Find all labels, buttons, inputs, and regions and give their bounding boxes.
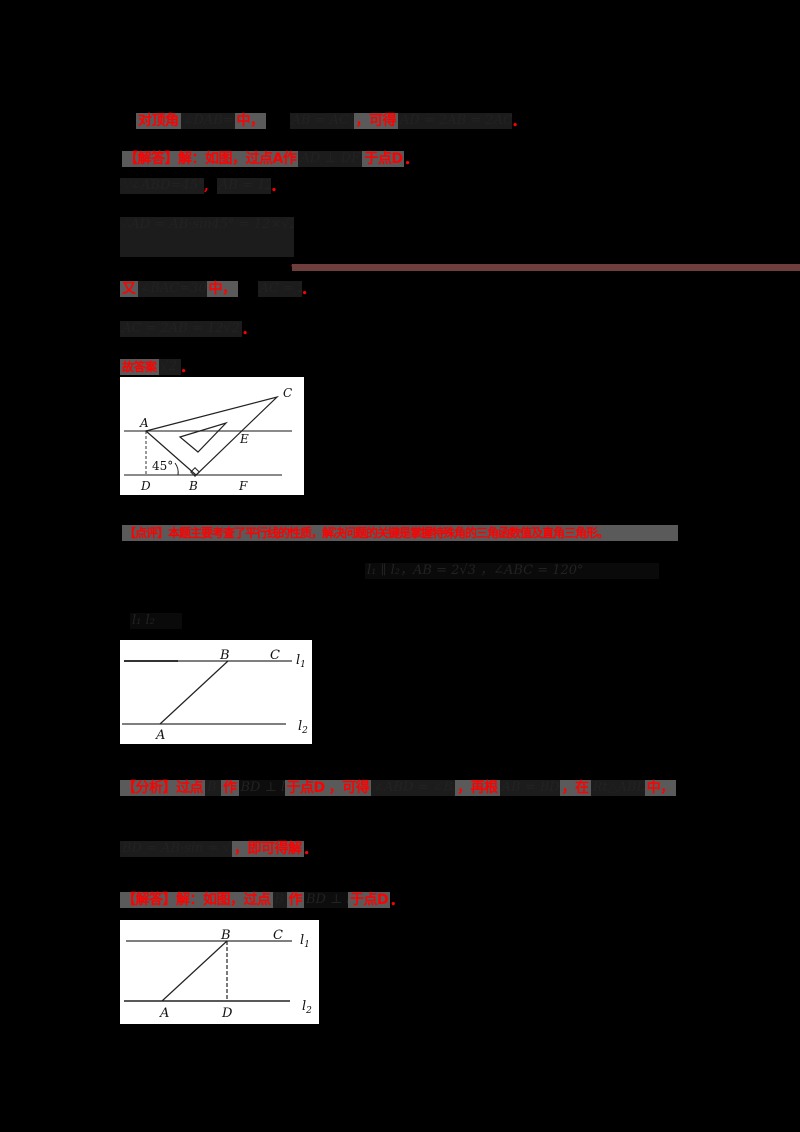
period: .	[242, 318, 249, 339]
text-line-4: ∴AD = AB·sin45° = 12×√2/2 = 6√2	[120, 212, 294, 262]
highlight-text: 【解答】解：如图，过点A作	[122, 151, 299, 167]
label-l2: l2	[298, 719, 308, 736]
label-b: B	[219, 648, 230, 663]
text-line-5: 又 ∠BAC=30° 中， AC = 2AB .	[120, 278, 308, 300]
period: .	[301, 278, 308, 299]
label-c: C	[283, 386, 292, 400]
math-expression: Rt△ABD	[590, 780, 645, 796]
text-line-7: 故答案 √2 .	[120, 356, 187, 378]
period: .	[180, 356, 187, 377]
label-d: D	[140, 479, 151, 493]
math-expression: AD = 2AB = 2AC√2	[398, 113, 512, 129]
label-a: A	[159, 1006, 169, 1021]
highlight-text: 于点D	[362, 151, 405, 167]
highlight-text: 作	[221, 780, 239, 796]
text-line-8: 【点评】本题主要考查了平行线的性质，解决问题的关键是掌握特殊角的三角函数值及直角…	[122, 522, 678, 544]
label-a: A	[155, 728, 165, 743]
period: .	[404, 148, 411, 169]
highlight-text: 于点D	[284, 780, 327, 796]
highlight-text: ，再根	[455, 780, 500, 796]
math-expression: B	[205, 780, 221, 796]
math-expression: ∵∠ABD=45°	[120, 178, 204, 194]
text-line-3: ∵∠ABD=45° , AB = 12 .	[120, 175, 278, 196]
label-d: D	[221, 1006, 233, 1021]
highlight-text: ，可得	[353, 113, 398, 129]
highlight-text: 中，	[206, 281, 238, 297]
angle-label: 45°	[152, 459, 173, 473]
math-expression: BD = AB·sin = √3	[120, 841, 232, 857]
math-expression: BD ⊥ l₂	[238, 780, 285, 796]
highlight-text: 【分析】过点	[120, 780, 205, 796]
label-c: C	[270, 648, 280, 663]
figure-parallel-lines-abd: B C A D l1 l2	[120, 920, 319, 1024]
math-expression: l₁ l₂	[130, 613, 182, 629]
label-l1: l1	[300, 933, 310, 950]
text-line-9: l₁ ∥ l₂，AB = 2√3 ，∠ABC = 120°	[365, 560, 659, 582]
highlight-text: 故答案	[120, 359, 159, 375]
label-l1: l1	[296, 653, 306, 670]
label-f: F	[238, 479, 248, 493]
period: .	[290, 251, 297, 272]
math-expression: B	[272, 892, 287, 908]
label-b: B	[220, 928, 231, 943]
highlight-text: ，可得	[326, 780, 372, 796]
math-expression: AC = 2AB	[257, 281, 302, 297]
period: .	[303, 838, 310, 859]
period: .	[512, 110, 519, 131]
highlight-text: ，在	[559, 780, 591, 796]
highlight-text: 【点评】本题主要考查了平行线的性质，解决问题的关键是掌握特殊角的三角函数值及直角…	[122, 525, 678, 541]
text-line-12: BD = AB·sin = √3 ，即可得解 .	[120, 838, 310, 860]
label-e: E	[239, 432, 249, 446]
text-line-11: 【分析】过点 B 作 BD ⊥ l₂ 于点D ，可得 ∠ABD = ∠BAD ，…	[120, 777, 676, 799]
math-expression: AB = AC	[289, 113, 354, 129]
highlight-text: 【解答】解：如图，过点	[120, 892, 273, 908]
label-c: C	[273, 928, 283, 943]
math-expression: ∠DAB=∠ABC	[180, 113, 235, 129]
text-line-13: 【解答】解：如图，过点 B 作 BD ⊥ l₂ 于点D .	[120, 889, 396, 911]
text-line-6: AC = 2AB = 12√2 .	[120, 318, 248, 340]
highlight-text: 作	[286, 892, 304, 908]
text-line-10: l₁ l₂	[130, 610, 182, 632]
label-b: B	[188, 479, 198, 493]
math-expression: AC = 2AB = 12√2	[120, 321, 242, 337]
math-expression: ∠BAC=30°	[137, 281, 207, 297]
text-line-1: 对顶角 ∠DAB=∠ABC 中， AB = AC ，可得 AD = 2AB = …	[136, 110, 518, 132]
figure-parallel-lines-ab: B C A l1 l2	[120, 640, 312, 744]
math-expression: AD ⊥ DF	[298, 151, 363, 167]
highlight-text: 中，	[644, 780, 676, 796]
math-expression: √2	[158, 359, 181, 375]
figure-triangle-parallel-lines: A C E D B F 45°	[120, 377, 304, 495]
period: .	[270, 175, 278, 196]
math-expression: AB = 12	[216, 178, 271, 194]
math-expression: BD ⊥ l₂	[304, 892, 348, 908]
label-l2: l2	[302, 999, 312, 1016]
text-line-2: 【解答】解：如图，过点A作 AD ⊥ DF 于点D .	[122, 148, 411, 170]
math-expression: ∠ABD = ∠BAD	[371, 780, 456, 796]
highlight-text: 又	[120, 281, 138, 297]
period: .	[390, 889, 397, 910]
highlight-text: 中，	[234, 113, 266, 129]
math-expression: l₁ ∥ l₂，AB = 2√3 ，∠ABC = 120°	[365, 563, 659, 579]
horizontal-rule	[292, 264, 800, 271]
highlight-text: ，即可得解	[232, 841, 304, 857]
highlight-text: 于点D	[348, 892, 391, 908]
label-a: A	[139, 416, 149, 430]
math-expression: ∴AD = AB·sin45° = 12×√2/2 = 6√2	[120, 217, 294, 257]
math-expression: AB = BD	[499, 780, 560, 796]
highlight-text: 对顶角	[136, 113, 181, 129]
